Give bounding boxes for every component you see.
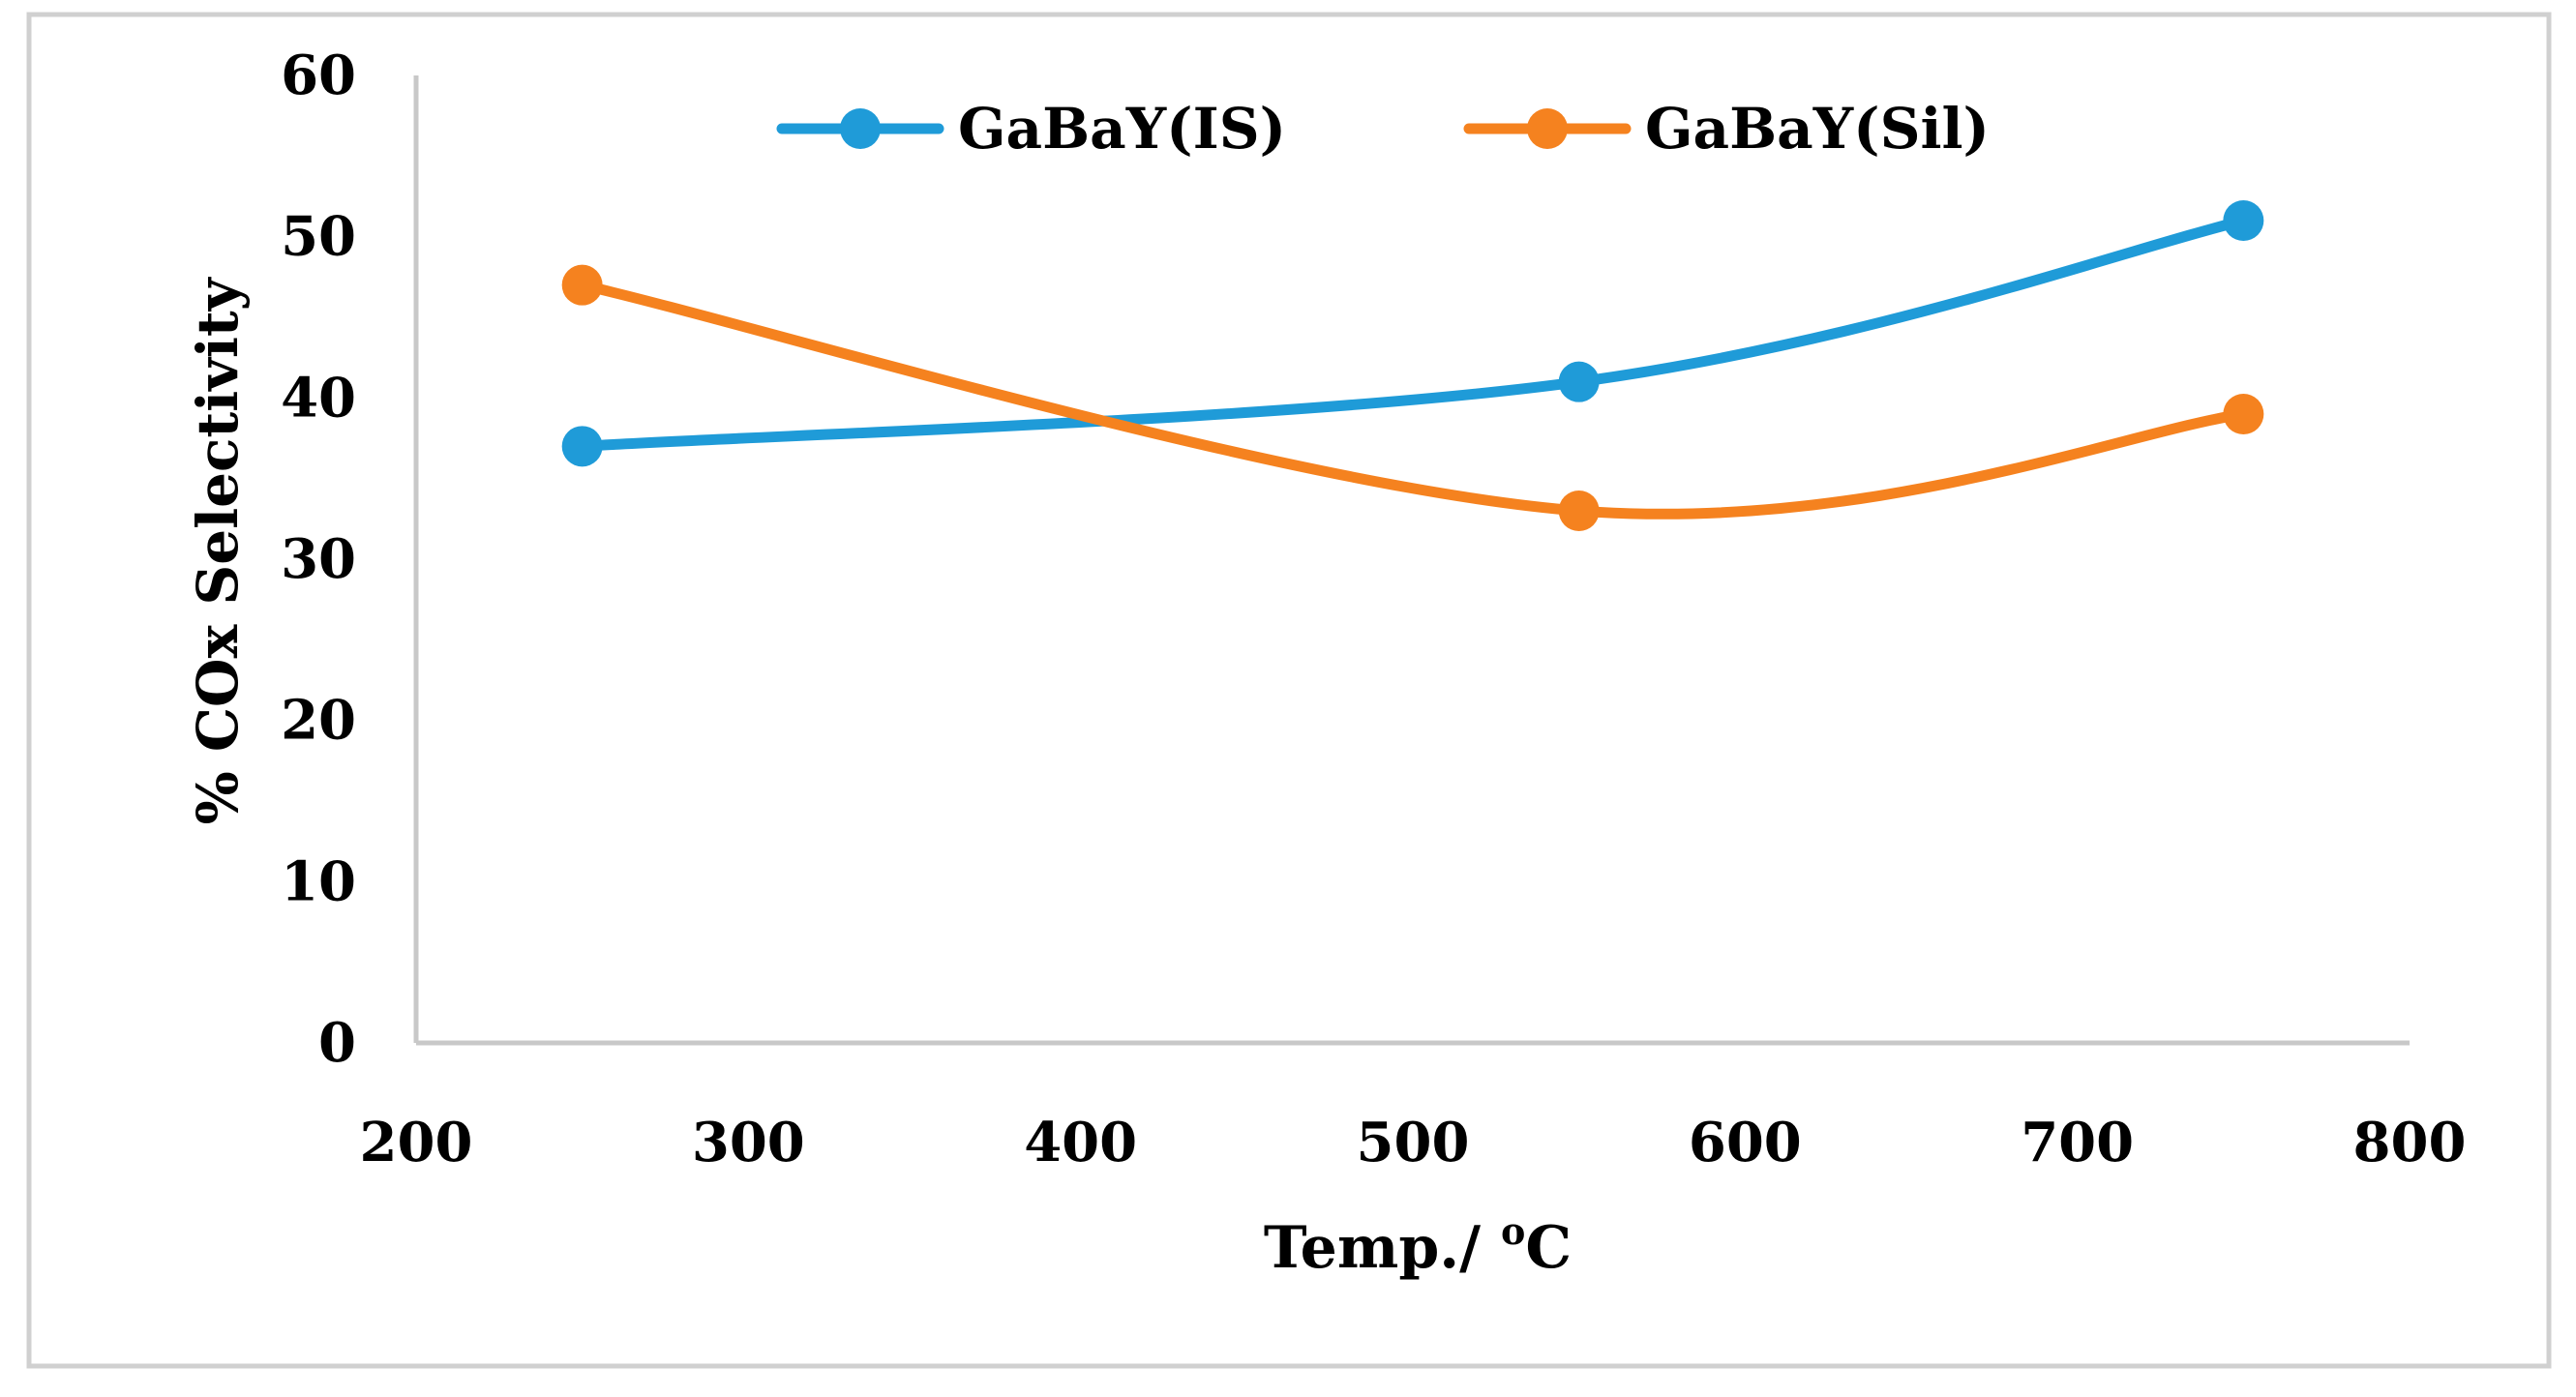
x-tick-label: 400	[1024, 1111, 1137, 1174]
axes: 0 10 20 30 40 50 60 200 300 400 500 600 700 800	[281, 44, 2466, 1174]
chart-border	[26, 12, 2552, 1369]
x-axis-title-text: Temp./	[1264, 1214, 1501, 1282]
legend-swatch-marker	[840, 108, 881, 149]
data-point	[561, 264, 603, 306]
series-group	[561, 200, 2264, 531]
data-point	[1558, 490, 1600, 531]
y-tick-label: 0	[318, 1011, 356, 1075]
legend-label: GaBaY(IS)	[958, 96, 1286, 162]
legend: GaBaY(IS) GaBaY(Sil)	[776, 96, 1990, 162]
x-tick-label: 800	[2353, 1111, 2467, 1174]
x-tick-label: 600	[1689, 1111, 1802, 1174]
data-point	[1558, 361, 1600, 402]
data-point	[561, 426, 603, 467]
y-tick-label: 50	[281, 205, 356, 269]
x-tick-label: 700	[2021, 1111, 2134, 1174]
x-axis-title: Temp./ oC	[1264, 1209, 1572, 1282]
data-point	[2223, 394, 2264, 434]
legend-swatch-marker	[1527, 108, 1568, 149]
series-line-0	[577, 215, 2249, 452]
series-line-1	[577, 280, 2249, 520]
legend-label: GaBaY(Sil)	[1645, 96, 1990, 162]
y-tick-label: 20	[281, 689, 356, 753]
x-axis-title-superscript: o	[1501, 1209, 1525, 1253]
y-tick-label: 60	[281, 44, 356, 107]
x-tick-label: 300	[692, 1111, 805, 1174]
y-tick-label: 10	[281, 849, 356, 913]
x-tick-label: 500	[1357, 1111, 1470, 1174]
data-point	[2223, 200, 2264, 241]
y-tick-label: 30	[281, 527, 356, 591]
y-tick-label: 40	[281, 366, 356, 430]
x-tick-label: 200	[360, 1111, 473, 1174]
x-axis-title-unit: C	[1525, 1214, 1572, 1282]
y-axis-title: % COx Selectivity	[185, 276, 251, 824]
